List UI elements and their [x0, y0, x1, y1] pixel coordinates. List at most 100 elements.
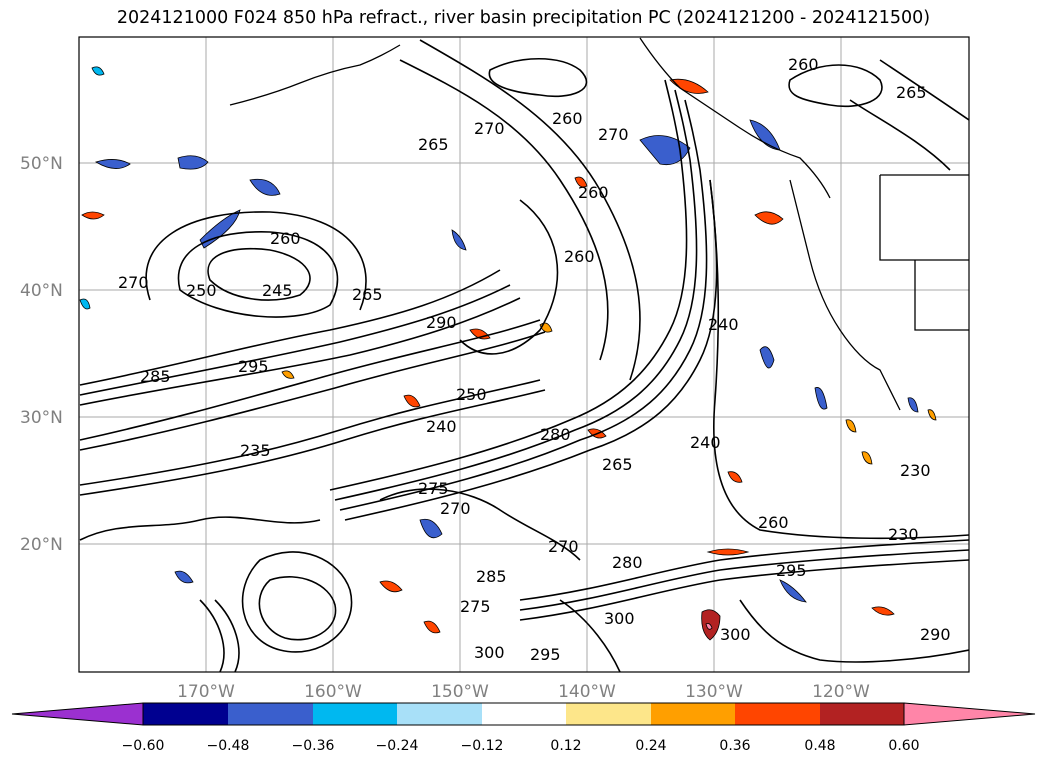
contour-label: 260	[788, 55, 819, 74]
lat-label-30n: 30°N	[20, 408, 63, 428]
contour-line	[79, 319, 541, 441]
colorbar-tick-label: −0.36	[292, 738, 335, 754]
colorbar-bin	[143, 703, 228, 725]
colorbar-frame	[142, 702, 905, 726]
precip-anomaly-shading	[79, 66, 937, 641]
contour-line	[849, 99, 951, 171]
contour-line	[334, 89, 698, 501]
lon-label-170w: 170°W	[177, 682, 235, 702]
contour-label: 260	[564, 247, 595, 266]
anomaly-patch	[861, 451, 873, 465]
contour-label: 265	[602, 455, 633, 474]
colorbar-bin	[566, 703, 651, 725]
contour-line	[519, 559, 969, 621]
colorbar-bin	[735, 703, 820, 725]
colorbar-bin	[651, 703, 735, 725]
contour-label: 300	[604, 609, 635, 628]
colorbar-bin	[820, 703, 904, 725]
contour-line	[79, 284, 511, 396]
anomaly-patch	[81, 211, 105, 220]
anomaly-patch	[451, 229, 467, 251]
colorbar-tick-label: −0.60	[122, 738, 165, 754]
anomaly-patch	[419, 518, 443, 539]
anomaly-patch	[639, 135, 691, 166]
contour-label: 295	[238, 357, 269, 376]
contour-label: 235	[240, 441, 271, 460]
anomaly-patch	[423, 620, 441, 634]
lon-label-130w: 130°W	[685, 682, 743, 702]
colorbar-extend-min	[11, 702, 144, 726]
contour-line	[79, 297, 521, 406]
colorbar-tick-label: 0.36	[719, 738, 750, 754]
anomaly-patch	[705, 623, 713, 630]
contour-label: 270	[598, 125, 629, 144]
lon-label-120w: 120°W	[812, 682, 870, 702]
contour-label: 285	[476, 567, 507, 586]
lat-label-50n: 50°N	[20, 154, 63, 174]
contour-line	[559, 599, 621, 672]
contour-label-layer: 260 265 270 265 260 270 260 260 250 245 …	[118, 55, 951, 664]
contour-label: 300	[474, 643, 505, 662]
contour-line	[79, 389, 546, 496]
contour-label: 275	[418, 479, 449, 498]
colorbar-tick-label: 0.48	[804, 738, 835, 754]
lon-label-160w: 160°W	[304, 682, 362, 702]
anomaly-patch	[91, 66, 105, 76]
contour-label: 280	[612, 553, 643, 572]
contour-line	[788, 64, 883, 108]
contour-line	[79, 379, 541, 486]
contour-line	[79, 516, 321, 541]
contour-line	[879, 59, 969, 121]
contour-line	[241, 551, 353, 653]
contour-line	[709, 179, 969, 540]
contour-label: 240	[690, 433, 721, 452]
contour-line	[519, 549, 969, 611]
contour-label: 265	[418, 135, 449, 154]
colorbar-tick-label: 0.12	[550, 738, 581, 754]
anomaly-patch	[177, 155, 209, 170]
contour-label: 230	[888, 525, 919, 544]
contour-line	[177, 231, 339, 318]
refractivity-contours	[79, 39, 969, 672]
contour-label: 270	[118, 273, 149, 292]
colorbar-bin	[397, 703, 482, 725]
contour-line	[739, 599, 969, 663]
colorbar-tick-label: 0.60	[888, 738, 919, 754]
lat-label-20n: 20°N	[20, 535, 63, 555]
contour-label: 280	[540, 425, 571, 444]
contour-label: 250	[186, 281, 217, 300]
contour-line	[459, 199, 559, 355]
anomaly-patch	[759, 346, 775, 369]
contour-label: 250	[456, 385, 487, 404]
contour-line	[519, 539, 969, 601]
state-border	[879, 175, 969, 261]
alaska-peninsula-coast	[229, 44, 401, 106]
contour-label: 230	[900, 461, 931, 480]
anomaly-patch	[95, 159, 131, 169]
anomaly-patch	[79, 298, 91, 310]
map-frame	[78, 36, 970, 673]
colorbar-bin	[482, 703, 566, 725]
contour-label: 265	[896, 83, 927, 102]
colorbar-bin	[228, 703, 313, 725]
anomaly-patch	[174, 570, 194, 584]
map-panel: 260 265 270 265 260 270 260 260 250 245 …	[78, 36, 970, 673]
contour-label: 260	[578, 183, 609, 202]
colorbar-tick-label: −0.12	[461, 738, 504, 754]
contour-line	[207, 248, 311, 301]
anomaly-patch	[403, 394, 421, 408]
contour-line	[214, 599, 240, 672]
contour-line	[339, 99, 708, 511]
colorbar-tick-label: −0.24	[376, 738, 419, 754]
map-background	[79, 37, 969, 672]
state-border	[914, 260, 969, 331]
anomaly-patch	[754, 211, 784, 225]
anomaly-patch	[199, 209, 241, 249]
contour-label: 260	[758, 513, 789, 532]
contour-line	[199, 599, 225, 672]
latitude-labels: 50°N 40°N 30°N 20°N	[20, 154, 63, 555]
map-title: 2024121000 F024 850 hPa refract., river …	[116, 8, 931, 28]
anomaly-patch	[706, 548, 750, 556]
contour-line	[419, 39, 641, 381]
